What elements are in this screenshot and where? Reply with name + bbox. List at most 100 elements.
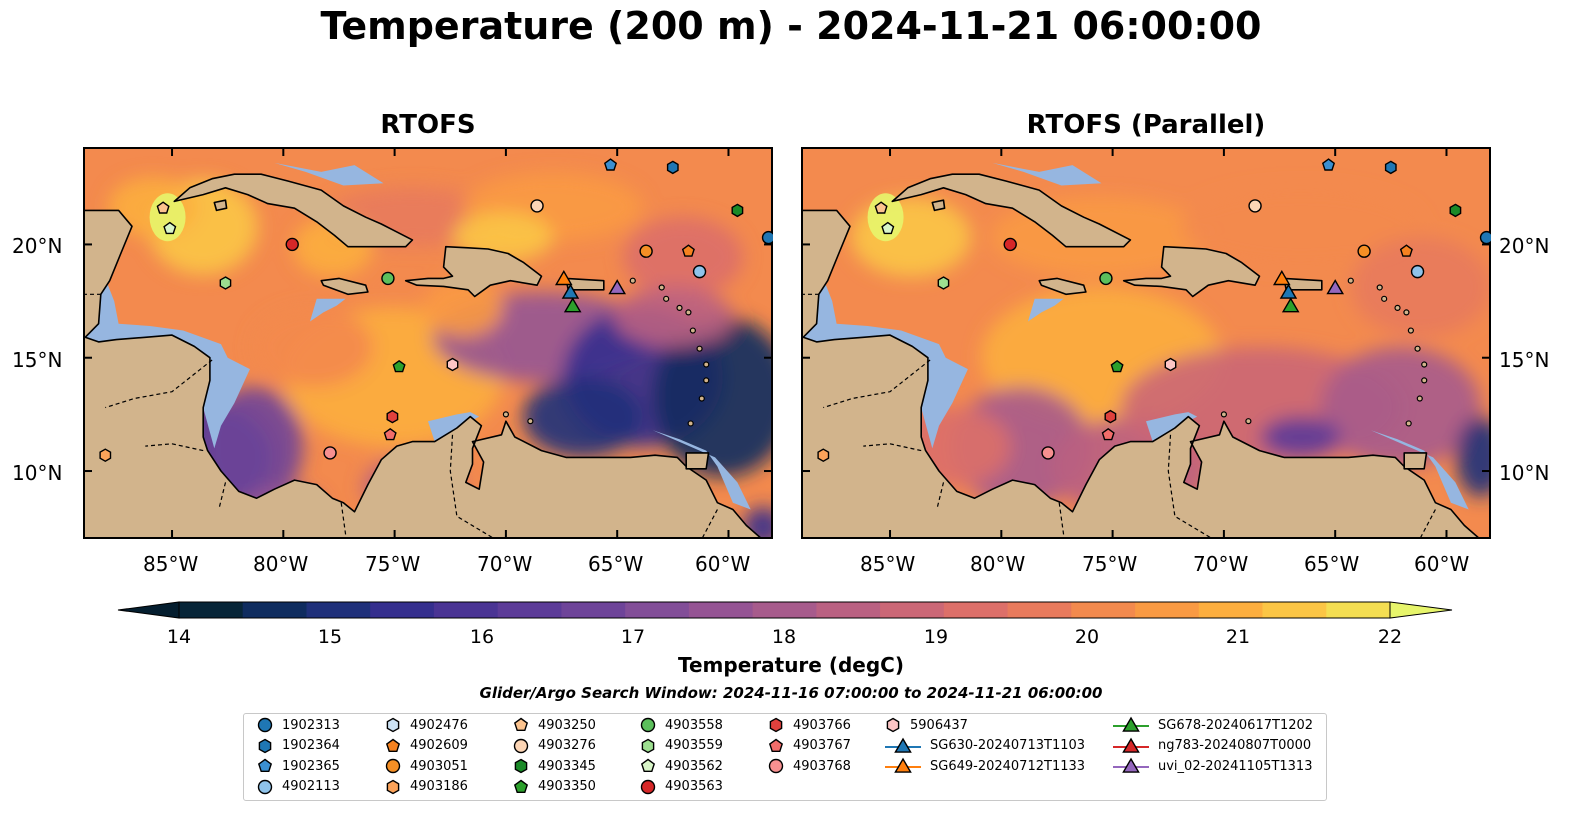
colorbar-segment	[1007, 602, 1072, 618]
land-jamaica	[320, 277, 369, 296]
colorbar-segment	[816, 602, 881, 618]
land-cuba	[891, 173, 1132, 248]
marker-SG630-20240713T1103[interactable]	[1279, 283, 1298, 299]
legend-item: 1902364	[256, 736, 340, 756]
marker-5906437[interactable]	[1164, 357, 1177, 372]
marker-4903350[interactable]	[392, 359, 406, 373]
colorbar-segment	[880, 602, 945, 618]
colorbar-tick: 20	[1074, 626, 1100, 648]
legend-label: 5906437	[910, 717, 968, 733]
small-island	[1405, 420, 1412, 427]
marker-4902113[interactable]	[1410, 264, 1425, 279]
small-island	[703, 361, 710, 368]
lon-label: 65°W	[1304, 552, 1360, 576]
land-jamaica	[1038, 277, 1087, 296]
marker-1902313[interactable]	[761, 230, 773, 245]
lat-label-left: 10°N	[12, 461, 63, 485]
colorbar-segment	[1135, 602, 1200, 618]
lon-label: 60°W	[1414, 552, 1470, 576]
small-island	[1416, 395, 1423, 402]
marker-4903767[interactable]	[1101, 427, 1115, 441]
legend-item: 4903350	[512, 777, 596, 797]
marker-SG678-20240617T1202[interactable]	[1281, 297, 1300, 313]
marker-4903186[interactable]	[817, 448, 830, 463]
marker-uvi_02-20241105T1313[interactable]	[608, 279, 627, 295]
colorbar-segment	[752, 602, 817, 618]
marker-uvi_02-20241105T1313[interactable]	[1326, 279, 1345, 295]
marker-4903345[interactable]	[731, 203, 744, 218]
legend-label: 4903559	[665, 738, 723, 753]
marker-SG678-20240617T1202[interactable]	[563, 297, 582, 313]
marker-4903558[interactable]	[381, 271, 395, 286]
legend-label: SG678-20240617T1202	[1158, 717, 1314, 733]
marker-SG630-20240713T1103[interactable]	[561, 283, 580, 299]
marker-4902609[interactable]	[1399, 244, 1413, 257]
search-window-text: Glider/Argo Search Window: 2024-11-16 07…	[479, 684, 1103, 702]
marker-4903350[interactable]	[1110, 359, 1124, 373]
hexagon-marker-icon	[514, 758, 528, 774]
country-border	[936, 482, 945, 510]
marker-4903562[interactable]	[163, 221, 177, 235]
hexagon-marker-icon	[258, 738, 272, 753]
small-island	[1347, 277, 1354, 284]
small-island	[527, 418, 534, 425]
marker-4903767[interactable]	[383, 427, 397, 441]
marker-SG649-20240712T1133[interactable]	[554, 270, 573, 286]
hexagon-marker-icon	[386, 779, 400, 794]
marker-SG649-20240712T1133[interactable]	[1272, 270, 1291, 286]
marker-1902364[interactable]	[1384, 160, 1397, 175]
colorbar-segment	[370, 602, 435, 618]
small-island	[1407, 327, 1414, 334]
lat-label-right: 15°N	[1499, 348, 1550, 372]
marker-4903250[interactable]	[156, 201, 170, 214]
legend-label: 4902476	[410, 717, 468, 733]
marker-5906437[interactable]	[446, 357, 459, 372]
marker-4903051[interactable]	[1357, 244, 1371, 258]
marker-4903562[interactable]	[881, 221, 895, 235]
marker-4903051[interactable]	[639, 244, 653, 258]
marker-4903276[interactable]	[1248, 199, 1262, 213]
country-border	[823, 359, 931, 409]
country-border	[105, 359, 213, 409]
triangle-marker-icon	[1113, 737, 1149, 753]
colorbar-tick: 19	[923, 626, 949, 648]
small-island	[1403, 309, 1410, 316]
map-panel-rtofs-parallel[interactable]	[801, 147, 1491, 539]
land-hispaniola	[1122, 245, 1261, 298]
marker-4903250[interactable]	[874, 201, 888, 214]
lon-label: 60°W	[695, 552, 751, 576]
marker-1902313[interactable]	[1479, 230, 1491, 245]
shelf-region	[992, 162, 1102, 186]
legend-label: 4903767	[793, 738, 851, 753]
marker-1902365[interactable]	[603, 158, 618, 171]
marker-4903563[interactable]	[285, 237, 299, 252]
shelf-region	[310, 298, 346, 322]
triangle-marker-icon	[885, 737, 921, 753]
colorbar-tick: 22	[1377, 626, 1403, 648]
pentagon-marker-icon	[257, 758, 273, 773]
marker-4902113[interactable]	[692, 264, 707, 279]
marker-1902364[interactable]	[666, 160, 679, 175]
marker-4903186[interactable]	[99, 448, 112, 463]
land-puertorico	[1283, 277, 1323, 291]
colorbar-label: Temperature (degC)	[678, 653, 904, 677]
lat-label-left: 20°N	[12, 234, 63, 258]
marker-4902609[interactable]	[681, 244, 695, 257]
circle-marker-icon	[257, 779, 273, 794]
marker-4903276[interactable]	[530, 199, 544, 213]
marker-4903768[interactable]	[1041, 446, 1055, 460]
marker-4903563[interactable]	[1003, 237, 1017, 252]
lon-label: 70°W	[477, 552, 533, 576]
legend-item: 4903186	[384, 777, 468, 797]
marker-4903766[interactable]	[1104, 409, 1117, 424]
marker-4903345[interactable]	[1449, 203, 1462, 218]
map-frame	[83, 147, 773, 539]
marker-4903768[interactable]	[323, 446, 337, 460]
map-panel-rtofs[interactable]	[83, 147, 773, 539]
colorbar-tick: 15	[317, 626, 343, 648]
marker-4903558[interactable]	[1099, 271, 1113, 286]
marker-4903766[interactable]	[386, 409, 399, 424]
marker-4903559[interactable]	[219, 276, 232, 290]
marker-1902365[interactable]	[1321, 158, 1336, 171]
marker-4903559[interactable]	[937, 276, 950, 290]
